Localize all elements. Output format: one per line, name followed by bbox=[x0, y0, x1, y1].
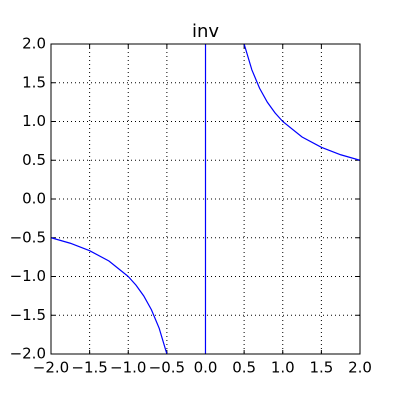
y-tick-label: 0.0 bbox=[22, 190, 46, 208]
x-tick-label: 1.0 bbox=[271, 359, 295, 377]
line bbox=[51, 44, 360, 354]
x-tick-label: −0.5 bbox=[149, 359, 185, 377]
y-tick-label: −0.5 bbox=[10, 228, 46, 246]
y-tick-label: 1.5 bbox=[22, 73, 46, 91]
x-tick-label: 0.5 bbox=[232, 359, 256, 377]
y-tick-label: −2.0 bbox=[10, 345, 46, 363]
plot-frame bbox=[50, 43, 361, 355]
y-tick-label: −1.0 bbox=[10, 267, 46, 285]
x-tick-label: −1.5 bbox=[71, 359, 107, 377]
y-tick-label: 0.5 bbox=[22, 151, 46, 169]
x-tick-label: −1.0 bbox=[110, 359, 146, 377]
chart-title: inv bbox=[192, 21, 219, 42]
x-tick-label: 1.5 bbox=[309, 359, 333, 377]
x-tick-label: 2.0 bbox=[348, 359, 372, 377]
x-tick-label: 0.0 bbox=[194, 359, 218, 377]
y-tick-label: −1.5 bbox=[10, 306, 46, 324]
x-tick-label: −2.0 bbox=[33, 359, 69, 377]
y-tick-label: 2.0 bbox=[22, 35, 46, 53]
y-tick-label: 1.0 bbox=[22, 112, 46, 130]
